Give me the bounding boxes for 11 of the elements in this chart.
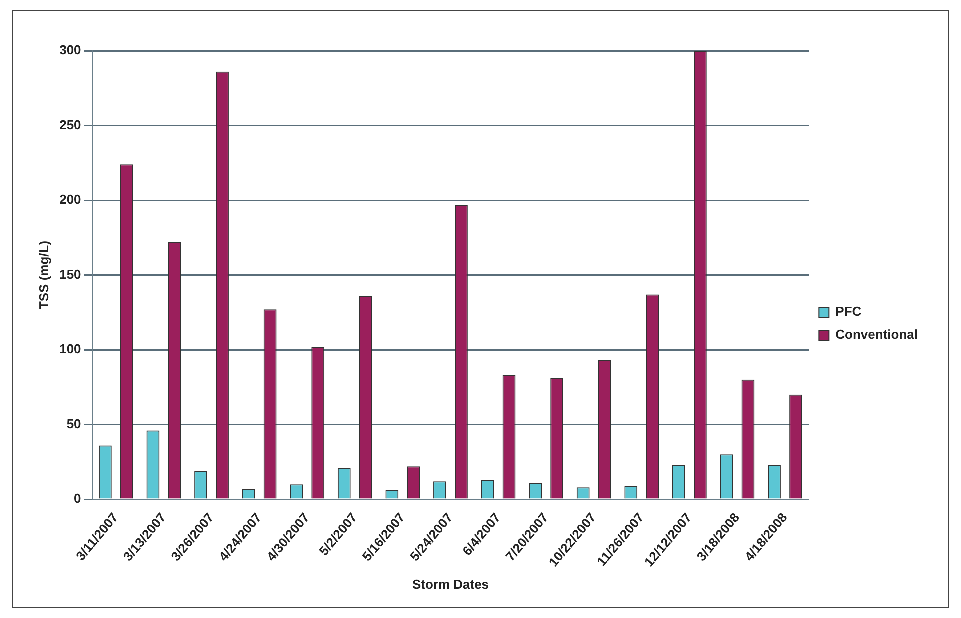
y-tick-label: 250 — [60, 117, 82, 132]
y-tick-label: 300 — [60, 42, 82, 58]
x-axis-title: Storm Dates — [412, 576, 490, 592]
y-tick-label: 0 — [74, 491, 82, 506]
y-tick-label: 50 — [66, 416, 82, 432]
y-tick-label: 200 — [60, 192, 82, 208]
legend-label: PFC — [836, 304, 862, 320]
y-tick-label: 100 — [60, 342, 82, 357]
legend-label: Conventional — [836, 327, 918, 342]
y-axis-title: TSS (mg/L) — [36, 240, 52, 310]
y-tick-label: 150 — [60, 266, 82, 282]
